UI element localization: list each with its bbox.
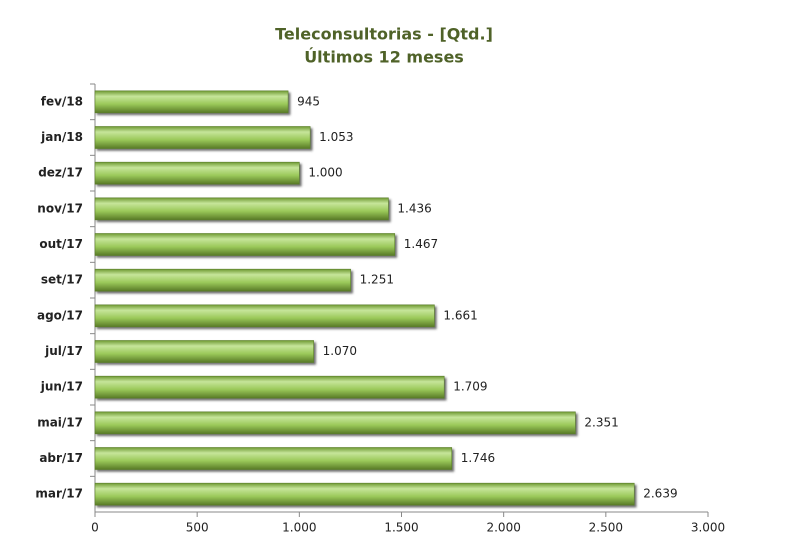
bar	[94, 340, 314, 363]
bar	[94, 375, 445, 399]
chart-subtitle: Últimos 12 meses	[304, 48, 464, 67]
y-tick-label: set/17	[41, 273, 83, 287]
value-label: 2.639	[643, 487, 677, 501]
y-tick-label: dez/17	[38, 166, 83, 180]
value-label: 1.661	[443, 308, 477, 322]
bar	[94, 411, 576, 435]
x-tick-label: 500	[186, 521, 209, 535]
value-label: 2.351	[584, 415, 618, 429]
value-label: 1.070	[323, 344, 357, 358]
bar	[94, 161, 300, 185]
y-tick-label: mai/17	[37, 415, 83, 429]
value-label: 1.467	[404, 237, 438, 251]
y-tick-label: abr/17	[39, 451, 83, 465]
x-tick-label: 3.000	[691, 521, 725, 535]
value-label: 1.436	[397, 201, 431, 215]
y-tick-label: jan/18	[40, 130, 83, 144]
value-label: 1.000	[308, 166, 342, 180]
y-tick-label: jul/17	[44, 344, 83, 358]
value-label: 1.053	[319, 130, 353, 144]
y-tick-label: fev/18	[41, 94, 83, 108]
y-tick-label: jun/17	[40, 380, 83, 394]
x-tick-label: 1.000	[282, 521, 316, 535]
y-tick-label: mar/17	[35, 487, 83, 501]
x-tick-label: 0	[91, 521, 99, 535]
value-label: 1.709	[453, 380, 487, 394]
value-label: 1.251	[360, 273, 394, 287]
bar	[94, 482, 635, 506]
value-label: 945	[297, 94, 320, 108]
y-tick-label: ago/17	[37, 308, 83, 322]
bar	[94, 197, 389, 221]
y-tick-label: out/17	[39, 237, 83, 251]
bar	[94, 268, 351, 292]
value-label: 1.746	[461, 451, 495, 465]
bar	[94, 126, 311, 149]
x-tick-label: 2.500	[589, 521, 623, 535]
chart-title: Teleconsultorias - [Qtd.]	[275, 25, 493, 44]
x-tick-label: 1.500	[384, 521, 418, 535]
bar	[94, 233, 396, 256]
y-tick-label: nov/17	[37, 201, 83, 215]
bar	[94, 447, 453, 470]
x-tick-label: 2.000	[486, 521, 520, 535]
bar	[94, 90, 289, 114]
bar	[94, 304, 435, 328]
